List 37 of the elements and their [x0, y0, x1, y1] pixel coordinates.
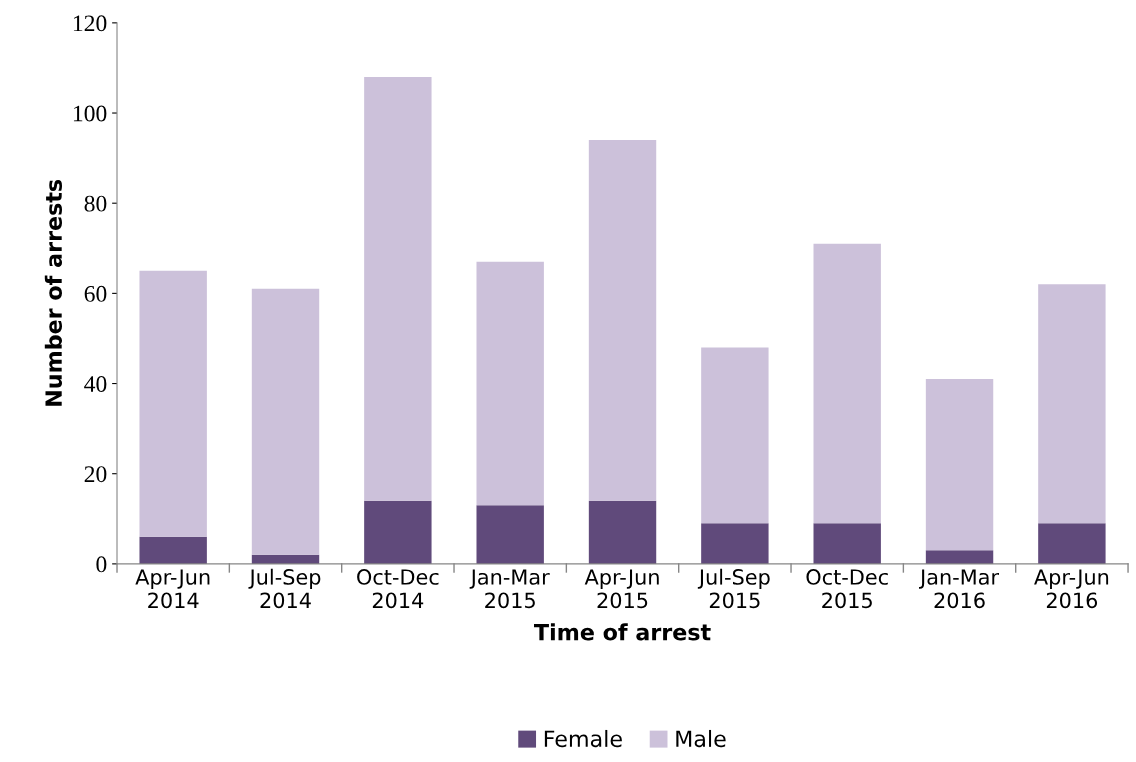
bar	[701, 523, 769, 564]
legend-label: Male	[676, 729, 726, 748]
legend-label: Female	[544, 729, 622, 748]
x-tick-label: Apr-Jun 2014	[135, 569, 210, 609]
bar	[588, 500, 657, 564]
x-tick-label: Jul-Sep 2015	[697, 568, 770, 609]
x-tick-label: Oct-Dec 2015	[806, 569, 888, 609]
bar	[364, 76, 432, 501]
y-tick-label: 40	[84, 376, 107, 392]
x-tick-label: Apr-Jun 2016	[1034, 569, 1109, 609]
bar	[476, 261, 544, 506]
bar	[364, 500, 432, 564]
x-tick-label: Jan-Mar 2015	[469, 569, 550, 609]
y-tick-label: 120	[73, 15, 107, 32]
x-tick-label: Oct-Dec 2014	[357, 569, 439, 609]
bar	[1038, 523, 1106, 564]
bar	[139, 270, 207, 537]
bar	[251, 288, 320, 555]
y-tick-label: 100	[73, 105, 107, 122]
bar	[701, 347, 769, 524]
y-tick-label: 20	[84, 466, 107, 483]
x-tick-label: Jan-Mar 2016	[918, 569, 1000, 609]
x-tick-label: Apr-Jun 2015	[584, 569, 659, 609]
y-axis-title: Number of arrests	[44, 179, 63, 406]
y-tick-label: 80	[84, 195, 107, 212]
bar	[139, 536, 207, 564]
bar	[588, 140, 657, 501]
bar	[476, 505, 544, 564]
x-axis-title: Time of arrest	[534, 623, 711, 641]
y-tick-label: 0	[96, 556, 107, 573]
bar	[925, 379, 994, 551]
y-tick-label: 60	[84, 285, 107, 302]
bar	[1038, 284, 1106, 524]
bar	[925, 550, 994, 564]
x-tick-label: Jul-Sep 2014	[248, 568, 321, 609]
bar	[813, 523, 881, 564]
bar	[813, 243, 881, 524]
